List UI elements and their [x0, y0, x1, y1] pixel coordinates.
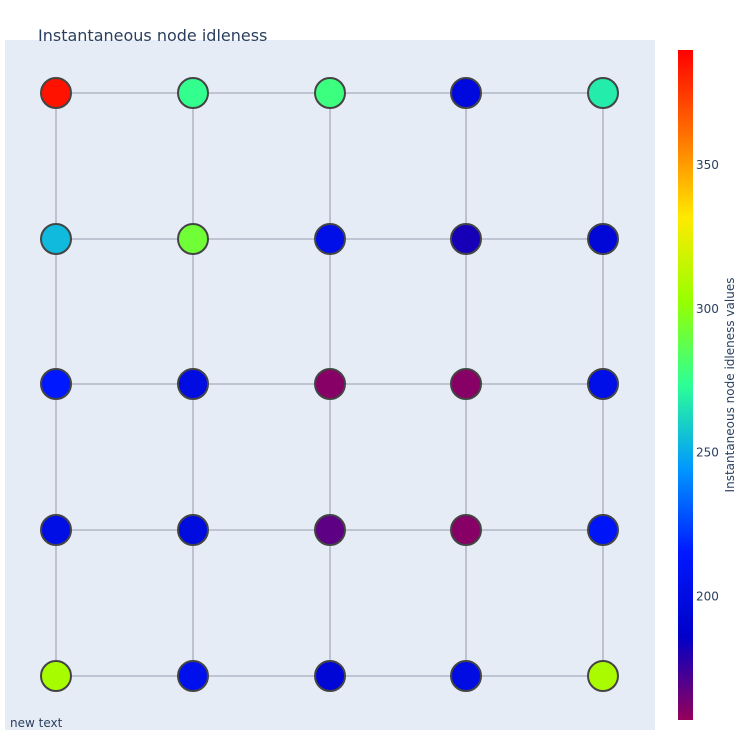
- node-point[interactable]: [587, 660, 619, 692]
- node-point[interactable]: [177, 368, 209, 400]
- annotation-text: new text: [10, 716, 63, 730]
- colorbar-ticks: 200 250 300 350: [696, 158, 719, 603]
- node-point[interactable]: [40, 660, 72, 692]
- node-point[interactable]: [450, 660, 482, 692]
- node-point[interactable]: [177, 660, 209, 692]
- colorbar-tick-label: 200: [696, 589, 719, 603]
- node-point[interactable]: [314, 223, 346, 255]
- node-point[interactable]: [587, 514, 619, 546]
- node-point[interactable]: [450, 77, 482, 109]
- colorbar: [678, 50, 693, 720]
- colorbar-tick-label: 300: [696, 302, 719, 316]
- nodes: [40, 77, 619, 692]
- node-point[interactable]: [587, 368, 619, 400]
- node-point[interactable]: [450, 514, 482, 546]
- node-point[interactable]: [587, 223, 619, 255]
- chart-title: Instantaneous node idleness: [38, 26, 267, 45]
- node-point[interactable]: [40, 514, 72, 546]
- colorbar-tick-label: 250: [696, 446, 719, 460]
- colorbar-tick-label: 350: [696, 158, 719, 172]
- node-point[interactable]: [177, 514, 209, 546]
- node-point[interactable]: [587, 77, 619, 109]
- node-point[interactable]: [40, 77, 72, 109]
- edges: [55, 92, 604, 677]
- node-point[interactable]: [314, 660, 346, 692]
- node-point[interactable]: [450, 368, 482, 400]
- colorbar-title: Instantaneous node idleness values: [723, 278, 737, 493]
- node-point[interactable]: [177, 223, 209, 255]
- node-point[interactable]: [40, 368, 72, 400]
- node-point[interactable]: [40, 223, 72, 255]
- node-point[interactable]: [177, 77, 209, 109]
- node-point[interactable]: [314, 368, 346, 400]
- node-point[interactable]: [450, 223, 482, 255]
- node-point[interactable]: [314, 77, 346, 109]
- node-point[interactable]: [314, 514, 346, 546]
